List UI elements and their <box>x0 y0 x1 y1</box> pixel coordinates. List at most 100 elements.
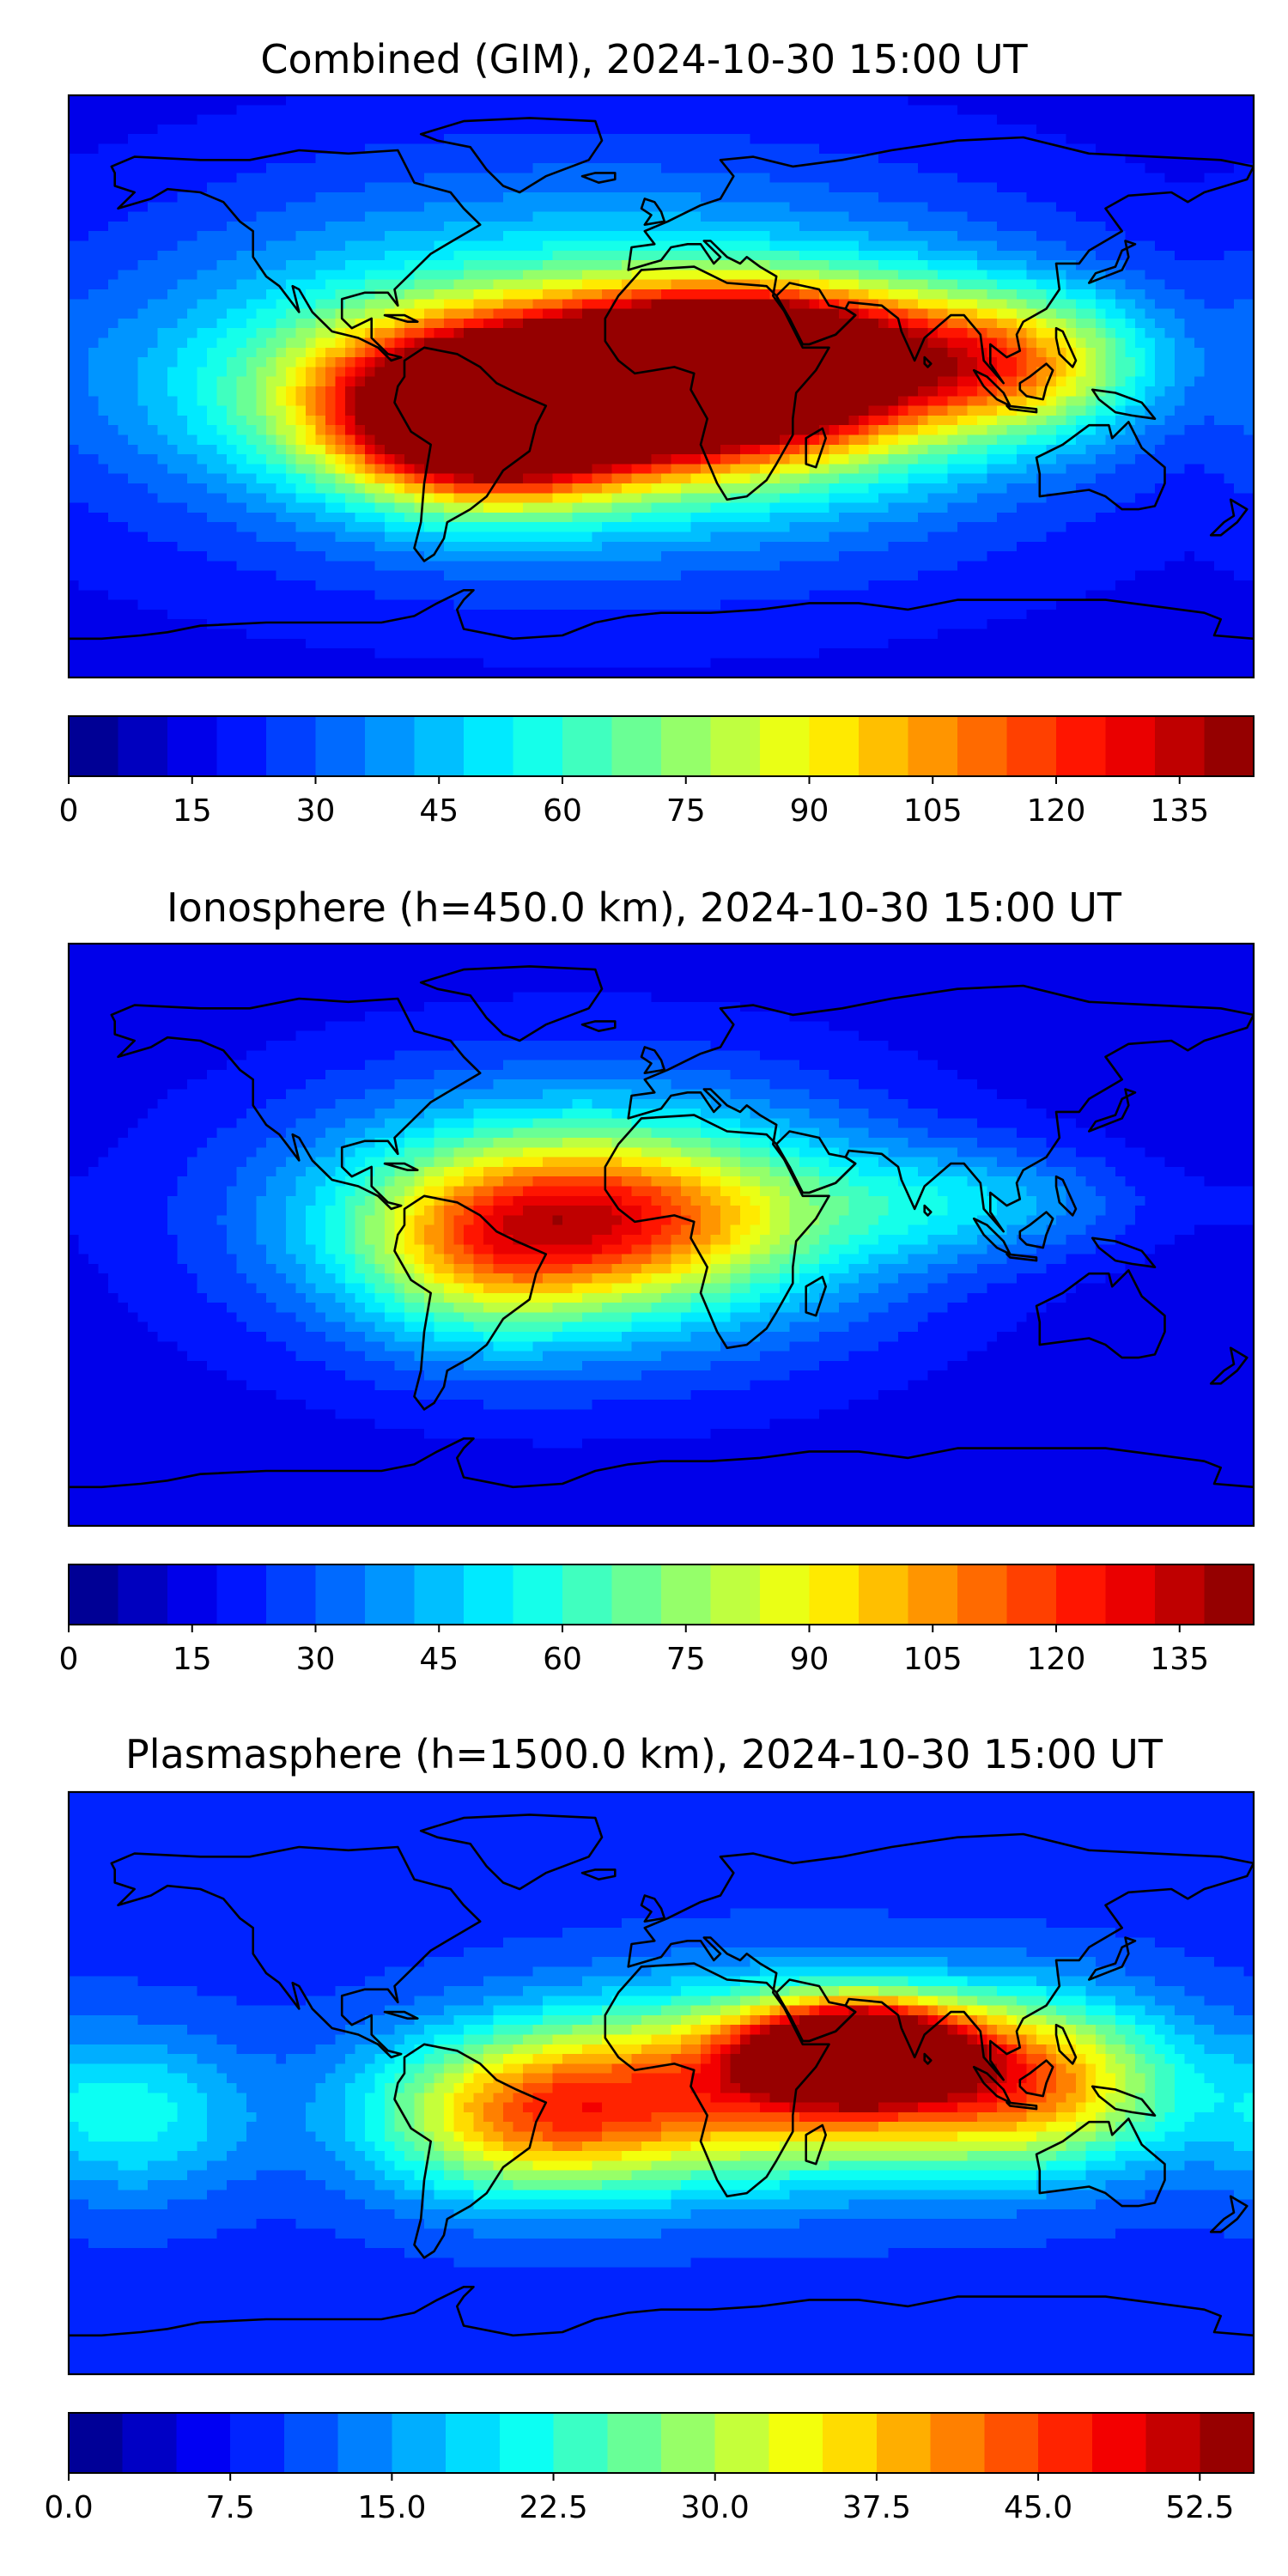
heatmap-cell <box>78 328 89 339</box>
heatmap-cell <box>572 279 583 290</box>
heatmap-cell <box>799 143 811 155</box>
heatmap-cell <box>148 143 159 155</box>
heatmap-cell <box>365 124 376 135</box>
heatmap-cell <box>809 357 820 368</box>
heatmap-cell <box>1243 289 1254 300</box>
heatmap-cell <box>187 347 198 358</box>
heatmap-cell <box>128 114 139 125</box>
heatmap-cell <box>1115 173 1127 184</box>
heatmap-cell <box>987 279 998 290</box>
heatmap-cell <box>1184 434 1195 446</box>
heatmap-cell <box>1026 367 1037 378</box>
heatmap-cell <box>295 473 307 484</box>
heatmap-cell <box>1175 95 1186 106</box>
heatmap-cell <box>335 434 346 446</box>
heatmap-cell <box>967 444 978 455</box>
heatmap-cell <box>562 493 574 504</box>
heatmap-cell <box>453 270 465 281</box>
heatmap-cell <box>690 473 702 484</box>
heatmap-cell <box>137 415 149 426</box>
heatmap-cell <box>246 444 258 455</box>
heatmap-cell <box>701 182 712 193</box>
heatmap-cell <box>1234 250 1245 261</box>
heatmap-cell <box>780 134 791 145</box>
heatmap-cell <box>1135 114 1146 125</box>
heatmap-cell <box>216 493 228 504</box>
heatmap-cell <box>345 192 356 203</box>
heatmap-cell <box>720 357 732 368</box>
heatmap-cell <box>167 134 179 145</box>
heatmap-cell <box>444 95 455 106</box>
heatmap-cell <box>1026 211 1037 222</box>
heatmap-cell <box>750 240 761 252</box>
heatmap-cell <box>473 444 484 455</box>
heatmap-cell <box>207 105 218 116</box>
heatmap-cell <box>365 473 376 484</box>
heatmap-cell <box>769 318 781 329</box>
heatmap-cell <box>295 153 307 164</box>
heatmap-cell <box>720 202 732 213</box>
heatmap-cell <box>266 299 277 310</box>
heatmap-cell <box>661 240 672 252</box>
heatmap-cell <box>710 434 721 446</box>
heatmap-cell <box>967 95 978 106</box>
heatmap-cell <box>622 134 633 145</box>
heatmap-cell <box>295 454 307 465</box>
heatmap-cell <box>227 473 238 484</box>
heatmap-cell <box>651 367 662 378</box>
heatmap-cell <box>1046 124 1057 135</box>
heatmap-cell <box>1175 328 1186 339</box>
heatmap-cell <box>1164 240 1176 252</box>
heatmap-cell <box>1145 240 1156 252</box>
heatmap-cell <box>345 357 356 368</box>
heatmap-cell <box>385 405 396 416</box>
heatmap-cell <box>957 124 969 135</box>
heatmap-cell <box>345 308 356 319</box>
heatmap-cell <box>918 124 929 135</box>
heatmap-cell <box>848 270 860 281</box>
heatmap-cell <box>424 464 435 475</box>
heatmap-cell <box>315 337 326 349</box>
heatmap-cell <box>227 454 238 465</box>
heatmap-cell <box>957 114 969 125</box>
heatmap-cell <box>404 493 416 504</box>
heatmap-cell <box>957 182 969 193</box>
heatmap-cell <box>1224 163 1235 173</box>
heatmap-cell <box>967 221 978 232</box>
heatmap-cell <box>730 464 741 475</box>
heatmap-cell <box>148 299 159 310</box>
heatmap-cell <box>137 163 149 173</box>
heatmap-cell <box>137 308 149 319</box>
heatmap-cell <box>216 483 228 494</box>
heatmap-cell <box>187 328 198 339</box>
heatmap-cell <box>266 270 277 281</box>
heatmap-cell <box>1105 473 1116 484</box>
heatmap-cell <box>385 464 396 475</box>
heatmap-cell <box>947 114 958 125</box>
heatmap-cell <box>957 434 969 446</box>
heatmap-cell <box>266 396 277 407</box>
heatmap-cell <box>1046 415 1057 426</box>
heatmap-cell <box>977 202 988 213</box>
heatmap-cell <box>473 143 484 155</box>
heatmap-cell <box>760 308 771 319</box>
heatmap-cell <box>868 444 879 455</box>
heatmap-cell <box>1214 231 1225 242</box>
heatmap-cell <box>1076 105 1087 116</box>
heatmap-cell <box>374 493 386 504</box>
heatmap-cell <box>424 347 435 358</box>
heatmap-cell <box>453 134 465 145</box>
heatmap-cell <box>414 211 425 222</box>
heatmap-cell <box>128 134 139 145</box>
heatmap-cell <box>197 308 208 319</box>
heatmap-cell <box>276 105 287 116</box>
heatmap-cell <box>207 134 218 145</box>
heatmap-cell <box>780 347 791 358</box>
heatmap-cell <box>622 211 633 222</box>
heatmap-cell <box>256 415 267 426</box>
heatmap-cell <box>859 386 870 397</box>
heatmap-cell <box>720 211 732 222</box>
heatmap-cell <box>256 279 267 290</box>
heatmap-cell <box>167 308 179 319</box>
heatmap-cell <box>701 299 712 310</box>
